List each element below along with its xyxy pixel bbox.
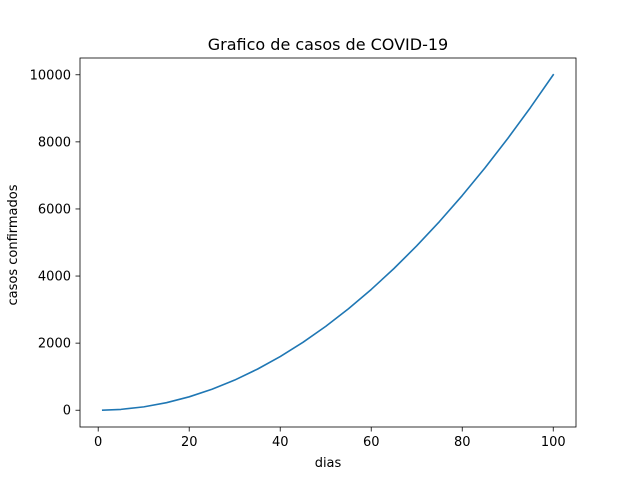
x-axis-label: dias [315,456,342,471]
x-tick-label: 60 [363,435,380,450]
series-line-1 [101,73,555,412]
y-tick-label: 6000 [38,202,71,217]
y-tick-label: 10000 [30,68,71,83]
x-axis-ticks: 0 20 40 60 80 100 [94,427,566,450]
y-tick-label: 2000 [38,337,71,352]
plot-area [79,57,577,428]
y-axis-label: casos confirmados [6,184,21,305]
chart-title: Grafico de casos de COVID-19 [208,35,448,54]
x-tick-label: 100 [541,435,566,450]
y-tick-label: 0 [63,404,71,419]
x-tick-label: 20 [181,435,198,450]
x-tick-label: 0 [94,435,102,450]
y-tick-label: 4000 [38,270,71,285]
y-tick-label: 8000 [38,135,71,150]
axes-frame [79,57,577,428]
x-tick-label: 80 [454,435,471,450]
y-axis-ticks: 0 2000 4000 6000 8000 10000 [30,68,80,419]
x-tick-label: 40 [272,435,289,450]
